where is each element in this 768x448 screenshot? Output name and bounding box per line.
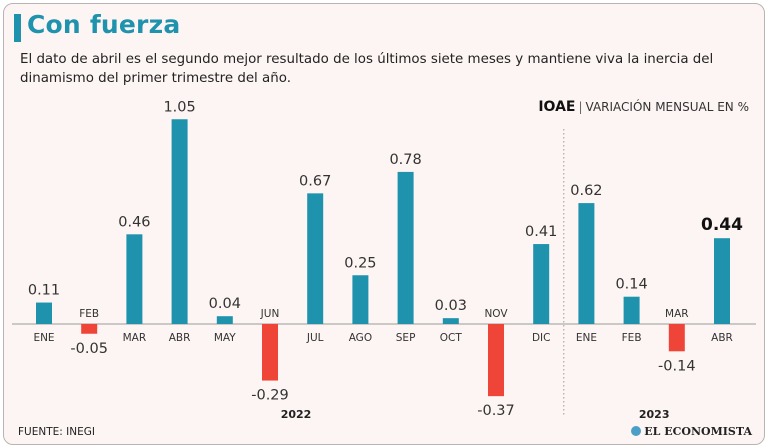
category-label: ABR [711,332,733,344]
value-label: 0.44 [701,215,743,235]
bar-chart: 0.11 ENE -0.05 FEB 0.46 MAR 1.05 ABR 0.04 MAY -0.2… [12,99,756,421]
category-label: FEB [79,308,99,320]
category-label: ENE [576,332,597,344]
brand-name: EL ECONOMISTA [644,425,752,438]
value-label: 0.62 [570,183,602,199]
category-label: SEP [396,332,416,344]
bar [36,302,52,324]
source-note: FUENTE: INEGI [18,426,95,438]
value-label: 0.04 [209,296,241,312]
category-label: ABR [169,332,191,344]
category-label: NOV [484,308,508,320]
value-label: 0.14 [615,277,647,293]
category-label: MAR [665,308,689,320]
value-label: 0.41 [525,224,557,240]
title-accent-bar [14,14,21,42]
bar [307,193,324,324]
value-label: 0.46 [118,214,150,230]
chart-subtitle: El dato de abril es el segundo mejor res… [20,52,714,86]
year-label: 2023 [639,408,670,421]
bar [352,275,369,324]
bar [533,244,550,324]
category-label: DIC [532,332,551,344]
category-label: MAY [214,332,236,344]
category-label: MAR [123,332,147,344]
bar [488,324,504,397]
value-label: 0.11 [28,283,60,299]
category-label: FEB [622,332,642,344]
value-label: 0.78 [389,152,421,168]
value-label: -0.29 [251,388,289,404]
value-label: 0.03 [435,298,467,314]
bar [623,296,640,324]
bar [81,324,98,334]
indicator-separator: | [578,100,583,114]
bar [262,324,278,381]
year-label: 2022 [281,408,312,421]
bar [578,203,595,324]
bar [126,234,143,324]
category-label: OCT [440,332,463,344]
bar [216,316,233,324]
indicator-label: IOAE | VARIACIÓN MENSUAL EN % [538,99,749,115]
category-label: JUN [260,308,280,320]
chart-card: Con fuerza El dato de abril es el segund… [3,3,765,445]
bar [171,119,188,324]
value-label: 0.67 [299,173,331,189]
indicator-description: VARIACIÓN MENSUAL EN % [585,100,749,114]
value-label: -0.05 [70,341,108,357]
chart-title: Con fuerza [27,10,181,39]
bar [668,324,685,352]
value-label: -0.14 [658,358,696,374]
bar [397,171,414,324]
bar [714,238,730,324]
value-label: 1.05 [163,99,195,115]
category-label: JUL [306,332,324,344]
globe-icon [631,426,642,436]
value-label: 0.25 [344,255,376,271]
value-label: -0.37 [477,403,515,419]
brand-logo: EL ECONOMISTA [631,425,752,438]
bar [442,318,459,324]
indicator-code: IOAE [538,99,576,115]
category-label: ENE [33,332,54,344]
category-label: AGO [349,332,372,344]
